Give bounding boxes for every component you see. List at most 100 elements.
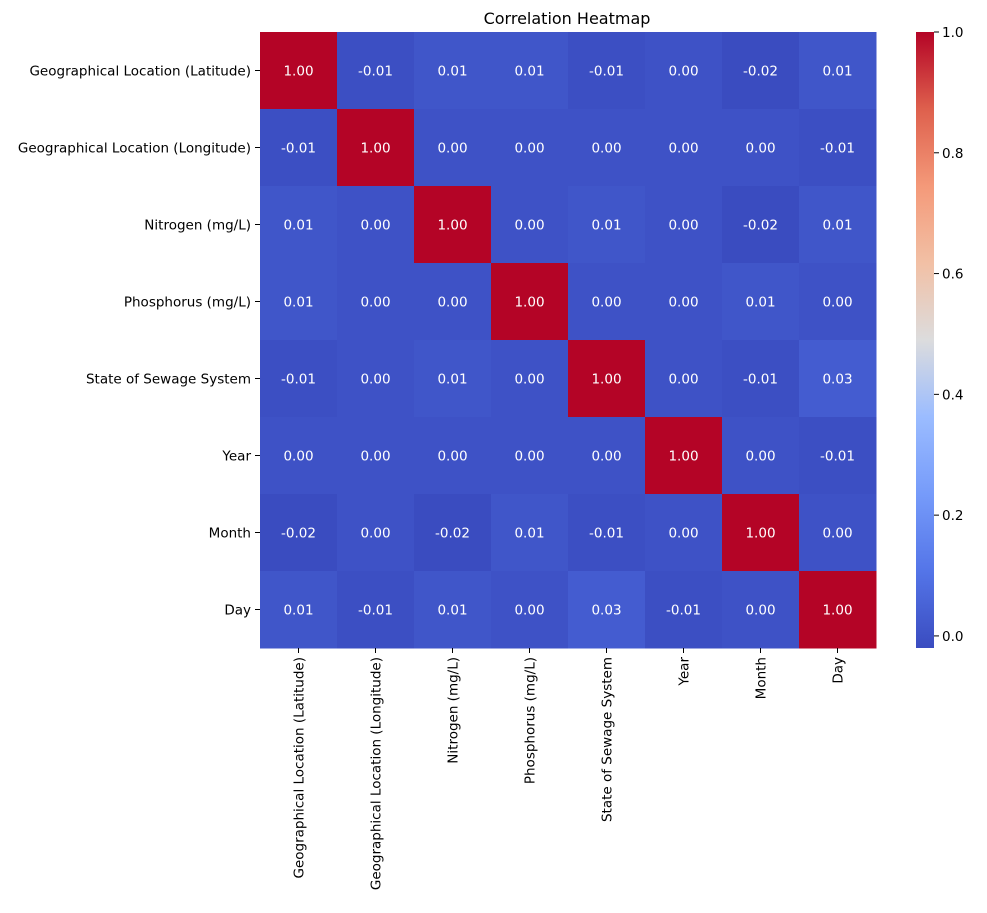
colorbar-tick-label: 0.8 xyxy=(942,146,963,162)
cell-value-label: -0.01 xyxy=(743,372,778,388)
cell-value-label: 1.00 xyxy=(514,295,544,311)
cell-value-label: 0.03 xyxy=(591,603,621,619)
cell-value-label: -0.02 xyxy=(743,64,778,80)
heatmap-cell xyxy=(722,340,800,418)
colorbar-gradient xyxy=(916,32,934,648)
x-axis: Geographical Location (Latitude) Geograph… xyxy=(292,648,847,890)
x-tick-label: Geographical Location (Latitude) xyxy=(292,657,308,879)
heatmap-cell xyxy=(414,417,492,495)
cell-value-label: 0.01 xyxy=(822,218,852,234)
cell-value-label: 0.01 xyxy=(514,64,544,80)
cell-value-label: 0.00 xyxy=(668,64,698,80)
heatmap-cell xyxy=(568,186,646,264)
heatmap-cell xyxy=(645,263,723,341)
y-tick-label: Nitrogen (mg/L) xyxy=(144,218,251,234)
cell-value-label: 0.00 xyxy=(360,372,390,388)
heatmap-cell xyxy=(799,32,877,110)
cell-value-label: 0.00 xyxy=(514,372,544,388)
heatmap-cell xyxy=(414,32,492,110)
heatmap-cell xyxy=(491,109,569,187)
cell-value-label: 0.00 xyxy=(437,449,467,465)
cell-value-label: 0.00 xyxy=(745,449,775,465)
heatmap-cell xyxy=(568,494,646,572)
cell-value-label: 0.00 xyxy=(745,603,775,619)
cell-value-label: 0.00 xyxy=(514,449,544,465)
cell-value-label: 0.03 xyxy=(822,372,852,388)
x-tick-label: Month xyxy=(754,657,770,699)
cell-value-label: 0.01 xyxy=(283,603,313,619)
heatmap-cell xyxy=(260,32,338,110)
heatmap-cell xyxy=(260,340,338,418)
cell-value-label: 1.00 xyxy=(822,603,852,619)
heatmap-cell xyxy=(799,109,877,187)
cell-value-label: -0.02 xyxy=(435,526,470,542)
heatmap-cell xyxy=(337,186,415,264)
cell-value-label: 1.00 xyxy=(668,449,698,465)
heatmap-cell xyxy=(491,417,569,495)
colorbar: 0.0 0.2 0.4 0.6 0.8 1.0 xyxy=(916,25,963,648)
heatmap-cell xyxy=(722,32,800,110)
cell-value-label: -0.01 xyxy=(820,141,855,157)
y-tick-label: Phosphorus (mg/L) xyxy=(124,295,251,311)
heatmap-cell xyxy=(568,417,646,495)
cell-value-label: 0.00 xyxy=(668,218,698,234)
cell-value-label: 0.00 xyxy=(360,449,390,465)
cell-value-label: 0.00 xyxy=(591,449,621,465)
cell-value-label: -0.02 xyxy=(281,526,316,542)
heatmap-cell xyxy=(799,417,877,495)
heatmap-cell xyxy=(722,263,800,341)
cell-value-label: 0.01 xyxy=(283,295,313,311)
heatmap-cell xyxy=(414,340,492,418)
cell-value-label: -0.01 xyxy=(589,526,624,542)
colorbar-tick-label: 0.6 xyxy=(942,267,963,283)
y-tick-label: Day xyxy=(224,603,251,619)
heatmap-cell xyxy=(568,109,646,187)
cell-value-label: 0.01 xyxy=(437,372,467,388)
heatmap-cell xyxy=(568,571,646,649)
heatmap-cell xyxy=(645,340,723,418)
cell-value-label: -0.01 xyxy=(820,449,855,465)
cell-value-label: -0.01 xyxy=(358,603,393,619)
heatmap-cell xyxy=(645,571,723,649)
y-tick-label: Geographical Location (Latitude) xyxy=(29,64,251,80)
heatmap-cell xyxy=(337,417,415,495)
heatmap-cell xyxy=(645,186,723,264)
heatmap-cell xyxy=(722,109,800,187)
heatmap-cell-labels: 1.00 -0.01 0.01 0.01 -0.01 0.00 -0.02 0.01 -0.01… xyxy=(281,64,855,619)
x-tick-label: Geographical Location (Longitude) xyxy=(369,657,385,890)
cell-value-label: 0.00 xyxy=(591,295,621,311)
colorbar-tick-label: 0.0 xyxy=(942,629,963,645)
cell-value-label: 0.01 xyxy=(745,295,775,311)
cell-value-label: 1.00 xyxy=(360,141,390,157)
heatmap-cell xyxy=(260,263,338,341)
cell-value-label: -0.01 xyxy=(666,603,701,619)
heatmap-cell xyxy=(260,109,338,187)
heatmap-cell xyxy=(260,186,338,264)
cell-value-label: 0.00 xyxy=(514,603,544,619)
colorbar-tick-label: 0.4 xyxy=(942,387,963,403)
heatmap-cell xyxy=(414,109,492,187)
cell-value-label: -0.01 xyxy=(358,64,393,80)
cell-value-label: 1.00 xyxy=(283,64,313,80)
cell-value-label: -0.01 xyxy=(589,64,624,80)
cell-value-label: 0.01 xyxy=(283,218,313,234)
cell-value-label: 1.00 xyxy=(745,526,775,542)
colorbar-tick-label: 0.2 xyxy=(942,508,963,524)
heatmap-cell xyxy=(722,494,800,572)
cell-value-label: 0.00 xyxy=(745,141,775,157)
cell-value-label: 0.01 xyxy=(514,526,544,542)
x-tick-label: Day xyxy=(831,657,847,684)
cell-value-label: 0.01 xyxy=(591,218,621,234)
cell-value-label: 0.00 xyxy=(360,526,390,542)
heatmap-cell xyxy=(414,571,492,649)
y-axis: Geographical Location (Latitude) Geograph… xyxy=(18,64,260,619)
cell-value-label: 0.00 xyxy=(283,449,313,465)
cell-value-label: 0.00 xyxy=(668,295,698,311)
heatmap-cell xyxy=(799,186,877,264)
heatmap-cell xyxy=(337,32,415,110)
heatmap-cell xyxy=(260,417,338,495)
heatmap-cell xyxy=(414,494,492,572)
cell-value-label: 0.01 xyxy=(822,64,852,80)
chart-title: Correlation Heatmap xyxy=(484,9,651,28)
heatmap-cell xyxy=(491,494,569,572)
